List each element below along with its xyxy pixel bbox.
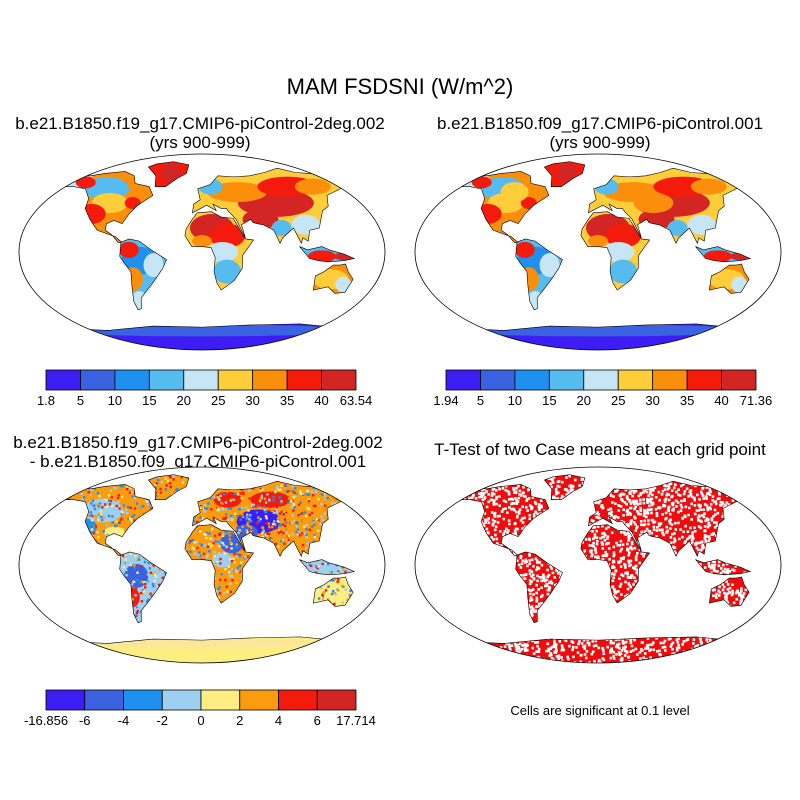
colorbar-tick-label: 5 xyxy=(477,393,484,408)
colorbar-box xyxy=(548,369,585,391)
map-case2 xyxy=(414,153,782,351)
colorbar-tick-label: 40 xyxy=(314,393,328,408)
colorbar-box xyxy=(200,689,241,711)
continent-australia xyxy=(708,263,750,294)
colorbar-box xyxy=(80,369,116,391)
map-boundary xyxy=(18,153,386,351)
panel-difference-title-line2: - b.e21.B1850.f09_g17.CMIP6-piControl.00… xyxy=(29,452,367,471)
map-difference xyxy=(18,466,386,664)
colorbar-tick-label: 17.714 xyxy=(336,713,376,728)
colorbar-box xyxy=(721,369,757,391)
continent-indonesia xyxy=(695,246,752,263)
colorbar-tick-label: -16.856 xyxy=(24,713,68,728)
continent-samerica xyxy=(119,238,167,311)
colorbar-box xyxy=(652,369,688,391)
panel-case1-title: b.e21.B1850.f19_g17.CMIP6-piControl-2deg… xyxy=(2,114,398,152)
panel-case2-title: b.e21.B1850.f09_g17.CMIP6-piControl.001 … xyxy=(400,114,800,152)
colorbar-box xyxy=(686,369,722,391)
colorbar-tick-label: 20 xyxy=(177,393,191,408)
panel-difference-title: b.e21.B1850.f19_g17.CMIP6-piControl-2deg… xyxy=(2,433,394,471)
colorbar-tick-label: 25 xyxy=(611,393,625,408)
colorbar-difference: -16.856 -6 -4 -2 0 2 4 6 17.714 xyxy=(24,689,376,728)
figure-title: MAM FSDSNI (W/m^2) xyxy=(286,74,514,99)
colorbar-tick-label: 35 xyxy=(280,393,294,408)
colorbar-tick-label: 6 xyxy=(314,713,321,728)
colorbar-box xyxy=(445,369,481,391)
colorbar-box xyxy=(239,689,279,711)
colorbar-box xyxy=(617,369,654,391)
colorbar-box xyxy=(183,369,219,391)
colorbar-tick-label: 5 xyxy=(77,393,84,408)
colorbar-tick-label: 71.36 xyxy=(740,393,773,408)
colorbar-box xyxy=(286,369,322,391)
colorbar-box xyxy=(45,689,86,711)
continent-greenland xyxy=(543,161,586,187)
colorbar-box xyxy=(84,689,124,711)
map-boundary xyxy=(18,466,386,664)
panel-case2-title-line1: b.e21.B1850.f09_g17.CMIP6-piControl.001 xyxy=(436,114,764,133)
colorbar-tick-label: 30 xyxy=(245,393,259,408)
colorbar-box xyxy=(123,689,163,711)
colorbar-tick-label: 10 xyxy=(108,393,122,408)
colorbar-tick-label: 10 xyxy=(508,393,522,408)
colorbar-tick-label: 2 xyxy=(236,713,243,728)
colorbar-box xyxy=(148,369,185,391)
colorbar-tick-label: 35 xyxy=(680,393,694,408)
colorbar-tick-label: 20 xyxy=(577,393,591,408)
colorbar-tick-label: 30 xyxy=(645,393,659,408)
significance-note: Cells are significant at 0.1 level xyxy=(510,703,690,718)
colorbar-tick-label: -4 xyxy=(118,713,130,728)
panel-difference-title-line1: b.e21.B1850.f19_g17.CMIP6-piControl-2deg… xyxy=(13,433,383,452)
colorbar-box xyxy=(480,369,516,391)
panel-ttest-title-line1: T-Test of two Case means at each grid po… xyxy=(434,440,766,459)
colorbar-box xyxy=(321,369,357,391)
colorbar-tick-label: 40 xyxy=(714,393,728,408)
continent-greenland xyxy=(147,161,190,187)
colorbar-tick-label: 25 xyxy=(211,393,225,408)
colorbar-tick-label: 4 xyxy=(275,713,282,728)
colorbar-tick-label: 63.54 xyxy=(340,393,373,408)
map-case1 xyxy=(18,153,386,351)
continent-indonesia xyxy=(299,246,356,263)
colorbar-tick-label: 1.8 xyxy=(37,393,55,408)
panel-case1-title-line1: b.e21.B1850.f19_g17.CMIP6-piControl-2deg… xyxy=(15,114,385,133)
colorbar-box xyxy=(217,369,254,391)
colorbar-case2: 1.94 5 10 15 20 25 30 35 40 71.36 xyxy=(433,369,773,408)
colorbar-box xyxy=(114,369,150,391)
colorbar-box xyxy=(583,369,619,391)
map-boundary xyxy=(414,466,782,664)
colorbar-tick-label: 1.94 xyxy=(433,393,458,408)
colorbar-box xyxy=(514,369,550,391)
panel-case2-title-line2: (yrs 900-999) xyxy=(549,133,651,152)
colorbar-box xyxy=(252,369,288,391)
colorbar-case1: 1.8 5 10 15 20 25 30 35 40 63.54 xyxy=(37,369,373,408)
map-boundary xyxy=(414,153,782,351)
colorbar-tick-label: 15 xyxy=(142,393,156,408)
colorbar-tick-label: 15 xyxy=(542,393,556,408)
colorbar-tick-label: -2 xyxy=(156,713,168,728)
panel-ttest-title: T-Test of two Case means at each grid po… xyxy=(400,440,800,459)
map-ttest xyxy=(414,466,782,664)
colorbar-box xyxy=(278,689,318,711)
colorbar-box xyxy=(45,369,81,391)
continent-samerica xyxy=(515,238,563,311)
colorbar-tick-label: -6 xyxy=(79,713,91,728)
continent-australia xyxy=(312,263,354,294)
continent-africa xyxy=(184,211,255,291)
colorbar-box xyxy=(316,689,357,711)
panel-case1-title-line2: (yrs 900-999) xyxy=(149,133,251,152)
colorbar-tick-label: 0 xyxy=(197,713,204,728)
colorbar-box xyxy=(161,689,202,711)
